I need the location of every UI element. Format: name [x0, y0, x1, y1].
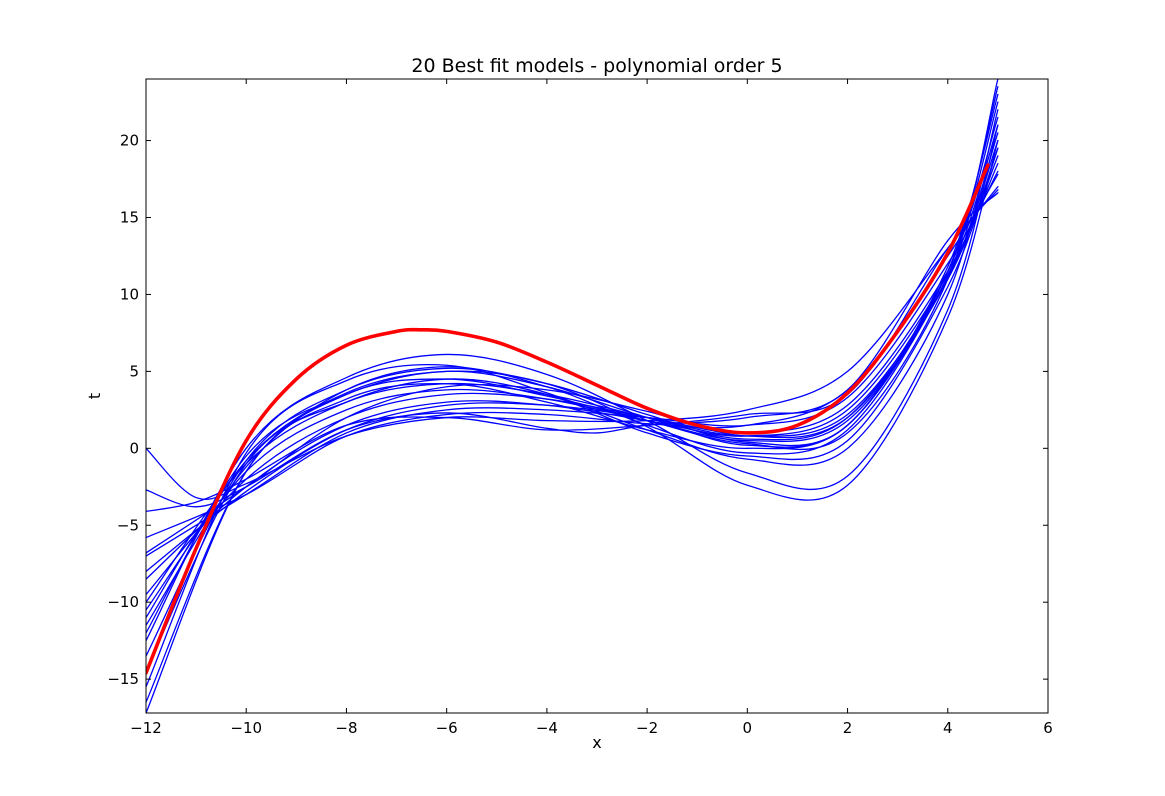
x-tick-label: −4	[536, 719, 558, 737]
y-tick-label: 20	[120, 132, 139, 150]
true-function-line	[146, 163, 990, 675]
x-tick-label: 0	[743, 719, 753, 737]
x-tick-label: −10	[230, 719, 262, 737]
model-line-16	[146, 186, 999, 500]
series-layer	[146, 79, 999, 713]
model-line-20	[146, 86, 999, 713]
x-tick-label: −2	[636, 719, 658, 737]
x-tick-label: 2	[843, 719, 853, 737]
y-tick-label: −10	[107, 593, 139, 611]
y-tick-label: −5	[117, 516, 139, 534]
x-tick-label: −8	[335, 719, 357, 737]
y-tick-label: −15	[107, 670, 139, 688]
y-tick-label: 10	[120, 285, 139, 303]
x-tick-label: 4	[943, 719, 953, 737]
x-axis-label: x	[592, 733, 601, 752]
x-tick-label: −6	[436, 719, 458, 737]
x-tick-label: −12	[130, 719, 162, 737]
plot-frame	[145, 78, 1049, 714]
y-axis-ticks: −15 −10 −5 0 5 10 15 20	[107, 132, 1048, 688]
y-axis-label: t	[85, 393, 104, 399]
model-line-13	[146, 124, 999, 642]
model-line-12	[146, 109, 999, 688]
x-axis-ticks: −12 −10 −8 −6 −4 −2 0 2 4 6	[130, 79, 1053, 737]
model-line-8	[146, 162, 999, 573]
model-line-17	[146, 192, 999, 508]
model-line-14	[146, 139, 999, 619]
model-line-11	[146, 93, 999, 657]
y-tick-label: 0	[129, 439, 139, 457]
x-tick-label: 6	[1043, 719, 1053, 737]
model-line-15	[146, 147, 999, 603]
y-tick-label: 5	[129, 362, 139, 380]
y-tick-label: 15	[120, 208, 139, 226]
chart-title: 20 Best fit models - polynomial order 5	[411, 55, 782, 77]
model-line-9	[146, 170, 999, 557]
